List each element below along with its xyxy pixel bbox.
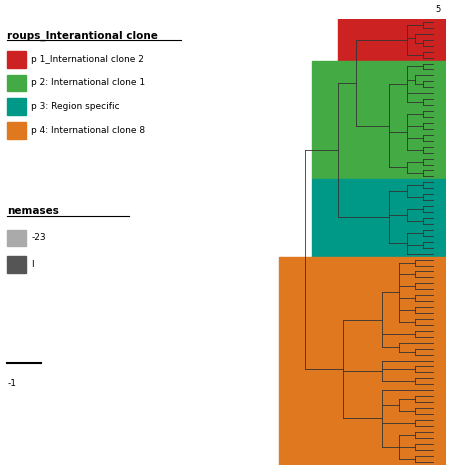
Bar bbox=[312, 61, 446, 179]
Text: -1: -1 bbox=[8, 379, 17, 388]
Text: l: l bbox=[31, 260, 34, 268]
Bar bbox=[312, 179, 446, 256]
Text: p 1_International clone 2: p 1_International clone 2 bbox=[31, 55, 144, 64]
Bar bbox=[8, 230, 26, 246]
Text: -23: -23 bbox=[31, 234, 46, 242]
Bar bbox=[8, 74, 26, 91]
Bar bbox=[8, 99, 26, 115]
Text: p 2: International clone 1: p 2: International clone 1 bbox=[31, 79, 146, 87]
Text: roups_Interantional clone: roups_Interantional clone bbox=[8, 31, 158, 41]
Bar bbox=[8, 51, 26, 67]
Bar bbox=[279, 256, 446, 465]
Text: p 4: International clone 8: p 4: International clone 8 bbox=[31, 126, 146, 135]
Text: nemases: nemases bbox=[8, 206, 59, 216]
Text: 5: 5 bbox=[435, 5, 440, 14]
Text: p 3: Region specific: p 3: Region specific bbox=[31, 102, 120, 111]
Bar bbox=[8, 256, 26, 273]
Bar bbox=[338, 19, 446, 61]
Bar bbox=[8, 122, 26, 138]
